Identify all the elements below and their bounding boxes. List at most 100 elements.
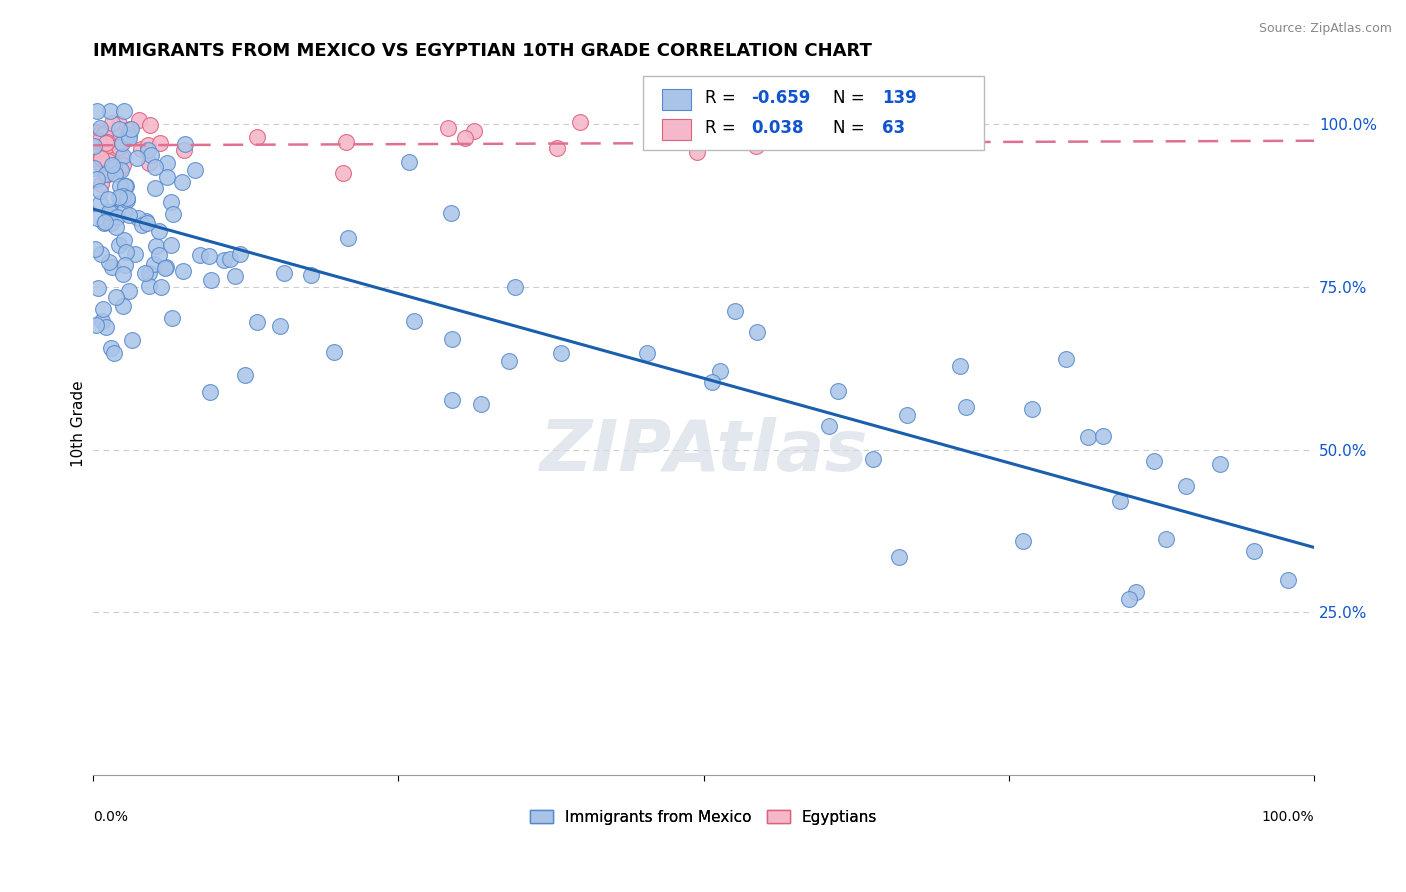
Point <box>96 130 118 145</box>
Point <box>91 314 114 328</box>
Point <box>703 131 725 145</box>
Point <box>498 354 520 368</box>
Point <box>94 152 117 166</box>
Point <box>96 167 118 181</box>
Point <box>745 325 768 339</box>
Point <box>1021 401 1043 416</box>
FancyBboxPatch shape <box>643 76 984 150</box>
Point <box>131 218 153 232</box>
Point <box>246 129 269 144</box>
Point <box>550 346 572 360</box>
Point <box>90 247 112 261</box>
Point <box>97 140 120 154</box>
Point <box>104 141 127 155</box>
Point <box>86 104 108 119</box>
Point <box>110 150 132 164</box>
Point <box>212 253 235 268</box>
Point <box>228 247 250 261</box>
Point <box>103 161 125 175</box>
Point <box>440 332 463 346</box>
Point <box>702 112 724 126</box>
FancyBboxPatch shape <box>662 120 692 140</box>
Point <box>94 215 117 229</box>
Point <box>111 299 134 313</box>
Text: R =: R = <box>704 119 741 136</box>
Text: ZIPAtlas: ZIPAtlas <box>540 417 868 486</box>
Point <box>112 104 135 119</box>
Point <box>89 134 111 148</box>
Point <box>818 418 841 433</box>
Point <box>188 248 211 262</box>
Point <box>90 177 112 191</box>
Point <box>337 231 360 245</box>
Point <box>949 359 972 373</box>
Point <box>127 211 149 225</box>
Point <box>100 341 122 355</box>
Point <box>101 116 124 130</box>
Text: 0.0%: 0.0% <box>93 810 128 824</box>
Point <box>97 146 120 161</box>
Text: 63: 63 <box>882 119 905 136</box>
Point <box>90 151 112 165</box>
Point <box>104 290 127 304</box>
Point <box>441 392 464 407</box>
Point <box>1077 430 1099 444</box>
Point <box>148 224 170 238</box>
Point <box>90 145 112 160</box>
Point <box>896 408 918 422</box>
Point <box>115 245 138 260</box>
Point <box>115 193 138 207</box>
Point <box>143 180 166 194</box>
Point <box>1118 592 1140 607</box>
Point <box>89 120 111 135</box>
Point <box>91 144 114 158</box>
Point <box>398 155 420 169</box>
Point <box>90 136 112 151</box>
Point <box>118 284 141 298</box>
Point <box>145 239 167 253</box>
Point <box>463 124 485 138</box>
Point <box>454 131 477 145</box>
Point <box>827 384 849 398</box>
Point <box>104 167 127 181</box>
Point <box>97 137 120 152</box>
Point <box>505 279 527 293</box>
Point <box>114 258 136 272</box>
Point <box>160 238 183 252</box>
Point <box>149 136 172 151</box>
Point <box>94 320 117 334</box>
Point <box>702 375 724 389</box>
Point <box>172 264 194 278</box>
Point <box>84 243 107 257</box>
Point <box>83 140 105 154</box>
FancyBboxPatch shape <box>662 89 692 111</box>
Point <box>1108 493 1130 508</box>
Point <box>1054 351 1077 366</box>
Text: IMMIGRANTS FROM MEXICO VS EGYPTIAN 10TH GRADE CORRELATION CHART: IMMIGRANTS FROM MEXICO VS EGYPTIAN 10TH … <box>93 42 872 60</box>
Point <box>745 138 768 153</box>
Point <box>118 128 141 143</box>
Point <box>1209 457 1232 471</box>
Point <box>86 152 108 166</box>
Point <box>135 214 157 228</box>
Point <box>111 133 134 147</box>
Point <box>546 141 568 155</box>
Point <box>101 126 124 140</box>
Point <box>103 346 125 360</box>
Point <box>93 126 115 140</box>
Point <box>108 121 131 136</box>
Point <box>955 400 977 414</box>
Point <box>1011 533 1033 548</box>
Point <box>149 280 172 294</box>
Point <box>89 152 111 166</box>
Point <box>269 318 291 333</box>
Point <box>1092 429 1115 443</box>
Point <box>138 266 160 280</box>
Point <box>716 122 738 136</box>
Point <box>129 142 152 156</box>
Point <box>107 139 129 153</box>
Point <box>470 397 492 411</box>
Point <box>86 172 108 186</box>
Point <box>84 142 107 156</box>
Point <box>155 260 177 275</box>
